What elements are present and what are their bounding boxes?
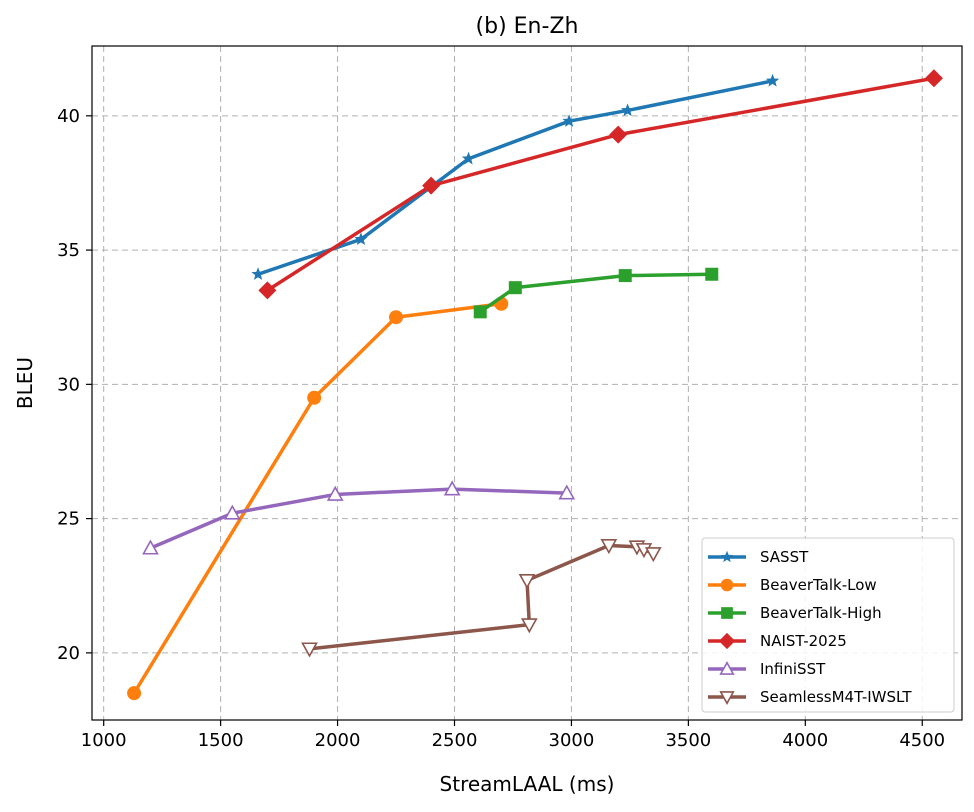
chart-title: (b) En-Zh	[476, 14, 579, 39]
data-point-beavertalk-high	[618, 269, 632, 283]
legend-marker-sasst	[721, 550, 733, 563]
data-point-sasst	[251, 267, 265, 280]
legend-marker-naist-2025	[718, 632, 736, 650]
legend-item-infinisst: InfiniSST	[708, 660, 826, 678]
data-point-naist-2025	[422, 176, 441, 195]
data-point-naist-2025	[258, 281, 277, 300]
data-point-infinisst	[443, 480, 461, 496]
legend-item-sasst: SASST	[708, 548, 809, 566]
series-line-beavertalk-low	[132, 302, 504, 695]
y-axis-label: BLEU	[13, 357, 37, 409]
data-point-seamlessm4t-iwslt	[520, 618, 538, 634]
series-line-beavertalk-high	[478, 272, 714, 314]
legend-marker-infinisst	[719, 661, 735, 675]
y-tick-label: 35	[57, 240, 80, 261]
legend: SASST BeaverTalk-Low BeaverTalk-High NAIST-…	[701, 537, 955, 713]
legend-item-beavertalk-low: BeaverTalk-Low	[708, 576, 877, 594]
series-beavertalk-low	[127, 296, 509, 701]
data-point-sasst	[461, 151, 476, 165]
x-axis-label: StreamLAAL (ms)	[440, 772, 615, 796]
data-point-sasst	[765, 73, 780, 87]
data-point-infinisst	[558, 484, 576, 500]
legend-box	[701, 537, 955, 713]
legend-marker-seamlessm4t-iwslt	[719, 691, 735, 705]
x-tick-label: 3500	[665, 730, 711, 751]
series-line-seamlessm4t-iwslt	[307, 543, 656, 651]
series-naist-2025	[258, 69, 943, 300]
data-point-beavertalk-high	[508, 281, 522, 295]
legend-label-naist-2025: NAIST-2025	[760, 632, 847, 650]
series-line-sasst	[256, 79, 775, 276]
y-tick-label: 20	[57, 643, 80, 664]
x-tick-label: 1000	[81, 730, 127, 751]
legend-label-seamlessm4t-iwslt: SeamlessM4T-IWSLT	[760, 688, 912, 706]
series-seamlessm4t-iwslt	[301, 539, 662, 658]
data-point-sasst	[354, 232, 368, 245]
data-point-beavertalk-high	[473, 305, 487, 319]
legend-marker-beavertalk-high	[721, 607, 733, 619]
data-point-beavertalk-high	[705, 267, 719, 281]
series-line-naist-2025	[265, 76, 936, 293]
x-tick-label: 2000	[315, 730, 361, 751]
series-beavertalk-high	[473, 267, 719, 319]
data-point-beavertalk-low	[389, 310, 404, 325]
data-point-naist-2025	[924, 69, 943, 88]
x-tick-label: 3000	[549, 730, 595, 751]
legend-label-beavertalk-high: BeaverTalk-High	[760, 604, 882, 622]
data-point-seamlessm4t-iwslt	[644, 547, 662, 563]
legend-label-sasst: SASST	[760, 548, 809, 566]
data-point-seamlessm4t-iwslt	[301, 642, 318, 658]
series-layer	[127, 69, 943, 701]
x-tick-label: 1500	[198, 730, 244, 751]
data-point-beavertalk-low	[307, 390, 322, 405]
legend-label-beavertalk-low: BeaverTalk-Low	[760, 576, 877, 594]
x-tick-label: 2500	[432, 730, 478, 751]
legend-label-infinisst: InfiniSST	[760, 660, 826, 678]
y-tick-label: 30	[57, 374, 80, 395]
y-tick-label: 25	[57, 509, 80, 530]
series-sasst	[251, 73, 780, 280]
data-point-seamlessm4t-iwslt	[518, 573, 536, 590]
legend-marker-beavertalk-low	[720, 578, 734, 592]
x-tick-label: 4000	[782, 730, 828, 751]
plot-frame	[91, 45, 963, 721]
data-point-beavertalk-low	[127, 686, 142, 701]
tick-layer: 1000 1500 2000 2500 3000 3500 4000 4500 20 25 30 35…	[57, 106, 945, 751]
legend-item-naist-2025: NAIST-2025	[708, 632, 847, 650]
data-point-sasst	[620, 103, 635, 117]
data-point-infinisst	[223, 504, 241, 520]
legend-item-seamlessm4t-iwslt: SeamlessM4T-IWSLT	[708, 688, 912, 706]
x-tick-label: 4500	[899, 730, 945, 751]
legend-item-beavertalk-high: BeaverTalk-High	[708, 604, 882, 622]
data-point-seamlessm4t-iwslt	[600, 539, 618, 555]
data-point-naist-2025	[609, 125, 628, 144]
data-point-infinisst	[142, 539, 159, 555]
data-point-sasst	[562, 114, 576, 127]
series-infinisst	[142, 480, 576, 555]
y-tick-label: 40	[57, 106, 80, 127]
data-point-infinisst	[326, 485, 344, 501]
